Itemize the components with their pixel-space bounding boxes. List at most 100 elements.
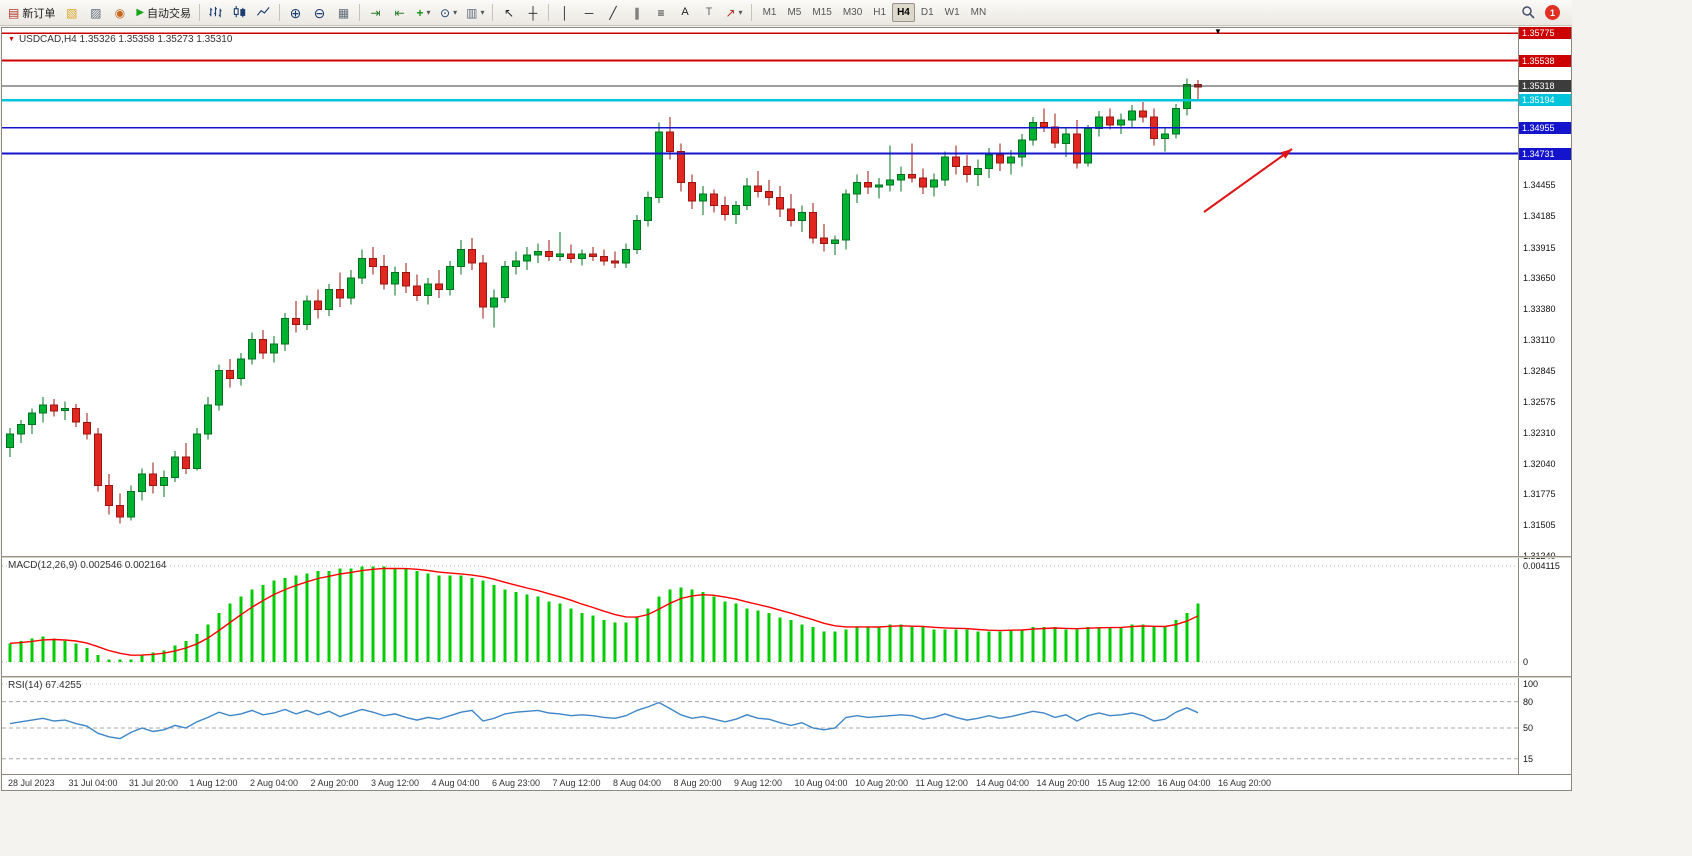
zoom-out-button[interactable]: ⊖ <box>308 2 331 23</box>
time-label: 2 Aug 04:00 <box>250 778 299 788</box>
zoom-in-button[interactable]: ⊕ <box>284 2 307 23</box>
fibonacci-button[interactable]: ≡ <box>649 2 672 23</box>
indicators-button[interactable]: + ▾ <box>412 2 435 23</box>
chevron-down-icon: ▾ <box>738 7 743 17</box>
price-tag-1.34955[interactable]: 1.34955 <box>1519 121 1571 134</box>
price-tick: 1.32040 <box>1523 458 1556 469</box>
timeframe-mn[interactable]: MN <box>970 7 987 18</box>
timeframe-d1[interactable]: D1 <box>920 7 934 18</box>
price-tag-1.35318[interactable]: 1.35318 <box>1519 79 1571 92</box>
timeframe-h4[interactable]: H4 <box>892 3 915 22</box>
time-label: 2 Aug 20:00 <box>310 778 359 788</box>
toolbar-separator <box>199 4 201 21</box>
arrows-tool-icon: ↗ <box>725 5 736 20</box>
template-icon: ▥ <box>466 5 478 20</box>
notification-badge[interactable]: 1 <box>1545 5 1560 20</box>
time-label: 31 Jul 20:00 <box>129 778 179 788</box>
chevron-down-icon: ▾ <box>453 7 458 17</box>
new-chart-icon: ▧ <box>66 5 78 20</box>
community-button[interactable]: ◉ <box>108 2 131 23</box>
macd-scale-zero: 0 <box>1523 657 1529 667</box>
timeframe-h1[interactable]: H1 <box>873 7 887 18</box>
auto-scroll-icon: ⇥ <box>370 5 381 20</box>
bar-chart-button[interactable] <box>204 2 227 23</box>
time-label: 16 Aug 20:00 <box>1218 778 1272 788</box>
macd-signal-line <box>9 567 1199 656</box>
timeframe-m30[interactable]: M30 <box>842 7 863 18</box>
price-tag-1.35194[interactable]: 1.35194 <box>1519 94 1571 107</box>
time-label: 16 Aug 04:00 <box>1157 778 1211 788</box>
bar-chart-icon <box>209 6 222 18</box>
new-chart-button[interactable]: ▧ <box>60 2 83 23</box>
search-button[interactable] <box>1517 2 1540 23</box>
autotrading-button[interactable]: ▶ 自动交易 <box>132 2 195 23</box>
chevron-down-icon: ▾ <box>480 7 485 17</box>
timeframe-m5[interactable]: M5 <box>787 7 802 18</box>
timeframe-m1[interactable]: M1 <box>762 7 777 18</box>
rsi-scale-label: 100 <box>1523 679 1539 689</box>
fibonacci-icon: ≡ <box>657 5 665 20</box>
time-label: 4 Aug 04:00 <box>431 778 480 788</box>
toolbar-separator <box>750 4 752 21</box>
channel-button[interactable]: ∥ <box>625 2 648 23</box>
time-label: 8 Aug 20:00 <box>673 778 722 788</box>
chart-shift-button[interactable]: ⇤ <box>388 2 411 23</box>
timeframe-w1[interactable]: W1 <box>944 7 960 18</box>
profiles-button[interactable]: ▨ <box>84 2 107 23</box>
price-tick: 1.33650 <box>1523 273 1556 284</box>
price-tick: 1.31775 <box>1523 489 1556 500</box>
trend-arrow[interactable] <box>1203 148 1293 213</box>
arrows-button[interactable]: ↗ ▾ <box>721 2 746 23</box>
new-order-label: 新订单 <box>22 7 56 20</box>
price-tick: 1.31505 <box>1523 520 1556 531</box>
timeframe-toolbar: M1 M5 M15 M30 H1 H4 D1 W1 MN <box>758 3 992 22</box>
time-label: 3 Aug 12:00 <box>371 778 420 788</box>
time-label: 14 Aug 04:00 <box>976 778 1030 788</box>
candles-layer <box>6 78 1202 524</box>
vertical-line-button[interactable]: │ <box>553 2 576 23</box>
rsi-scale-label: 50 <box>1523 723 1534 733</box>
crosshair-icon: ┼ <box>528 5 538 20</box>
crosshair-button[interactable]: ┼ <box>521 2 544 23</box>
symbol-ohlc-header: ▼ USDCAD,H4 1.35326 1.35358 1.35273 1.35… <box>8 34 232 45</box>
panel-separator-macd[interactable] <box>2 556 1571 558</box>
autotrading-play-icon: ▶ <box>136 6 145 18</box>
autotrading-label: 自动交易 <box>147 7 192 20</box>
time-label: 10 Aug 04:00 <box>794 778 848 788</box>
price-scale[interactable]: 1.34455 1.34185 1.33915 1.33650 1.33380 1.331… <box>1518 27 1571 774</box>
line-chart-button[interactable] <box>252 2 275 23</box>
trendline-button[interactable]: ╱ <box>601 2 624 23</box>
timeframe-m15[interactable]: M15 <box>812 7 832 18</box>
candlestick-chart-icon <box>233 5 246 18</box>
auto-scroll-button[interactable]: ⇥ <box>364 2 387 23</box>
text-label-button[interactable]: T <box>697 2 720 23</box>
templates-button[interactable]: ▥ ▾ <box>462 2 488 23</box>
periods-button[interactable]: ⊙ ▾ <box>436 2 461 23</box>
price-tick: 1.33915 <box>1523 242 1556 253</box>
price-tag-1.35538[interactable]: 1.35538 <box>1519 54 1571 67</box>
text-button[interactable]: A <box>673 2 696 23</box>
macd-scale-max: 0.004115 <box>1523 561 1560 571</box>
chart-shift-marker[interactable]: ▼ <box>1214 27 1222 36</box>
symbol-ohlc-text: USDCAD,H4 1.35326 1.35358 1.35273 1.3531… <box>18 34 233 45</box>
panel-separator-rsi[interactable] <box>2 676 1571 678</box>
price-tick: 1.33380 <box>1523 304 1556 315</box>
community-icon: ◉ <box>114 5 126 20</box>
time-axis[interactable]: 28 Jul 2023 31 Jul 04:00 31 Jul 20:00 1 Aug… <box>2 774 1571 790</box>
horizontal-line-button[interactable]: ─ <box>577 2 600 23</box>
chart-plot[interactable]: ▼ USDCAD,H4 1.35326 1.35358 1.35273 1.35… <box>2 27 1518 774</box>
tile-windows-button[interactable]: ▦ <box>332 2 355 23</box>
cursor-button[interactable]: ↖ <box>497 2 520 23</box>
profiles-icon: ▨ <box>90 5 102 20</box>
toolbar-separator <box>492 4 494 21</box>
chevron-down-icon: ▾ <box>426 7 431 17</box>
time-label: 10 Aug 20:00 <box>855 778 909 788</box>
price-tag-1.35775[interactable]: 1.35775 <box>1519 27 1571 40</box>
vertical-line-icon: │ <box>561 5 569 20</box>
new-order-button[interactable]: ▤ 新订单 <box>4 2 59 23</box>
price-tick: 1.32575 <box>1523 397 1556 408</box>
candlestick-chart-button[interactable] <box>228 2 251 23</box>
chart-window: ▼ USDCAD,H4 1.35326 1.35358 1.35273 1.35… <box>1 27 1572 791</box>
price-tag-1.34731[interactable]: 1.34731 <box>1519 147 1571 160</box>
trend-arrow-head[interactable] <box>1280 149 1292 159</box>
